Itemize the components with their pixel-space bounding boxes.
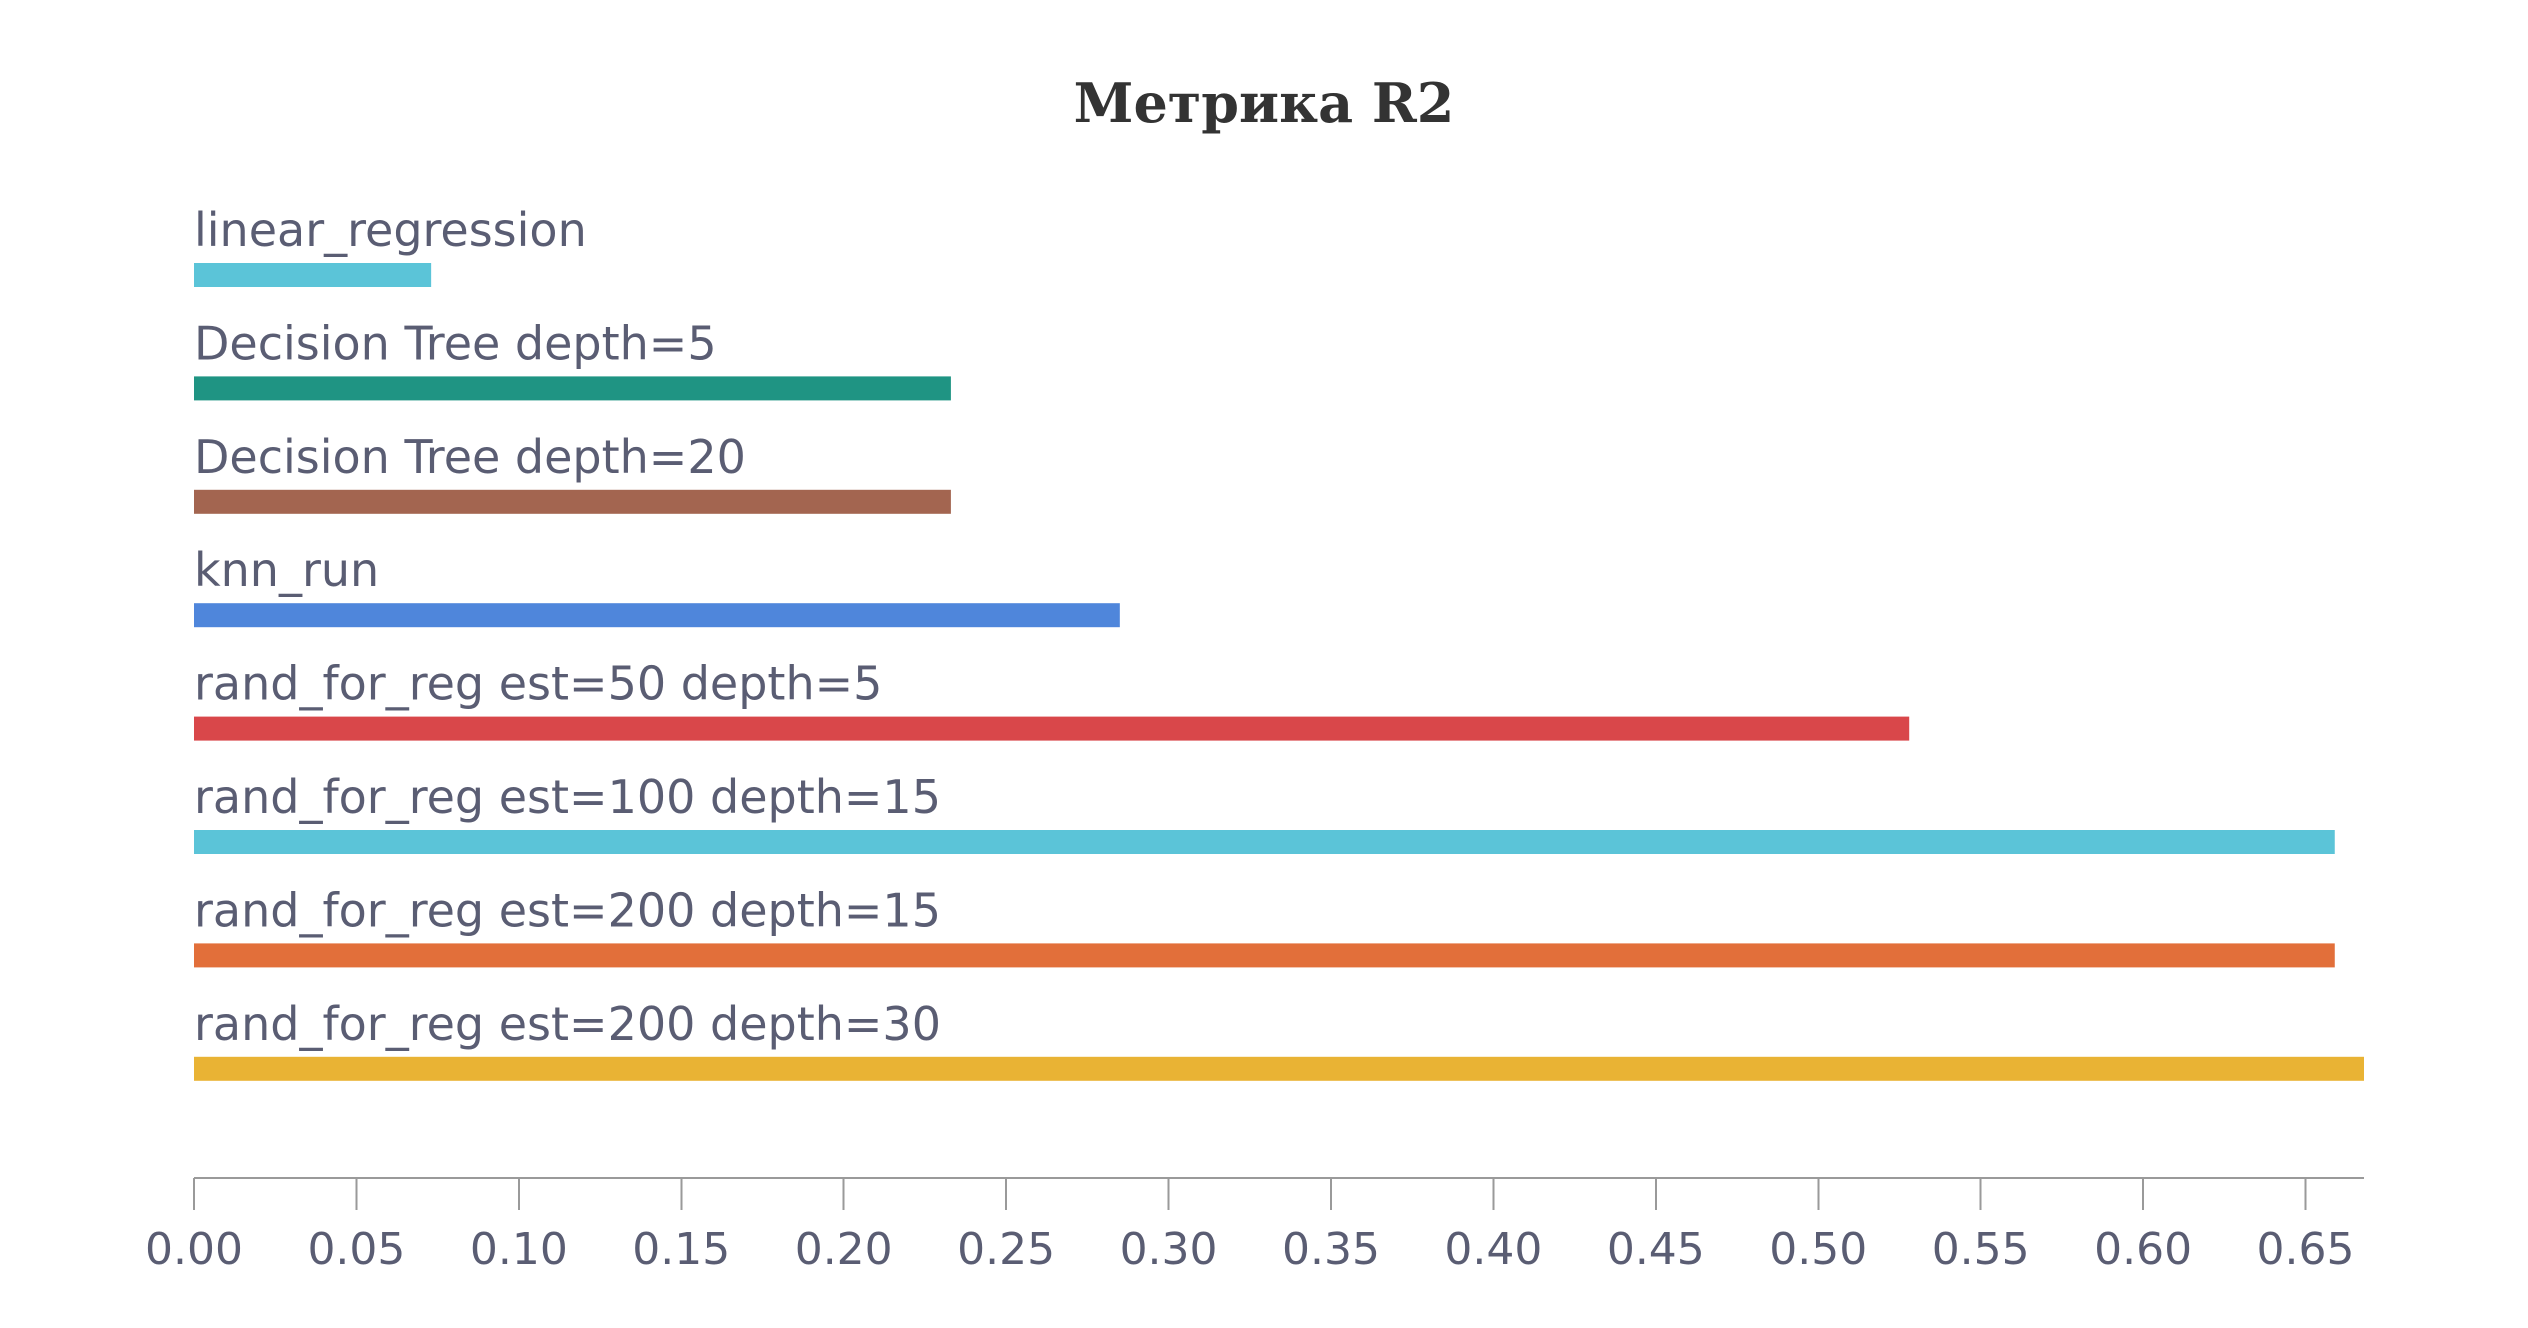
bar-group: Decision Tree depth=20 — [194, 430, 951, 514]
bar-label: rand_for_reg est=200 depth=15 — [194, 883, 941, 937]
bar-group: linear_regression — [194, 203, 587, 287]
bar — [194, 716, 1910, 741]
x-tick-label: 0.65 — [2257, 1224, 2355, 1275]
bar — [194, 830, 2335, 854]
bar-group: rand_for_reg est=50 depth=5 — [194, 657, 1910, 741]
bar-label: rand_for_reg est=200 depth=30 — [194, 997, 941, 1051]
x-axis: 0.00 0.05 0.10 0.15 0.20 0.25 0.30 0.35 0.40 0.45… — [145, 1177, 2364, 1275]
x-tick-label: 0.00 — [145, 1224, 243, 1275]
bar — [194, 943, 2335, 968]
x-tick-label: 0.60 — [2094, 1224, 2192, 1275]
bar-group: knn_run — [194, 543, 1120, 628]
bar — [194, 1056, 2364, 1081]
chart-title: Метрика R2 — [1074, 71, 1455, 135]
bar-group: rand_for_reg est=200 depth=15 — [194, 883, 2335, 968]
x-tick-label: 0.10 — [470, 1224, 568, 1275]
x-tick-label: 0.45 — [1607, 1224, 1705, 1275]
bar-label: knn_run — [194, 543, 379, 597]
bars-layer: linear_regression Decision Tree depth=5 De… — [194, 203, 2364, 1081]
bar-label: rand_for_reg est=100 depth=15 — [194, 770, 941, 824]
bar-label: Decision Tree depth=20 — [194, 430, 746, 484]
bar-group: rand_for_reg est=100 depth=15 — [194, 770, 2335, 854]
bar — [194, 376, 951, 401]
bar — [194, 603, 1120, 628]
x-tick-label: 0.50 — [1769, 1224, 1867, 1275]
bar-label: linear_regression — [194, 203, 587, 257]
bar — [194, 489, 951, 514]
x-tick-label: 0.30 — [1120, 1224, 1218, 1275]
bar — [194, 263, 432, 287]
x-tick-label: 0.35 — [1282, 1224, 1380, 1275]
bar-group: Decision Tree depth=5 — [194, 316, 951, 401]
x-tick-label: 0.15 — [632, 1224, 730, 1275]
x-tick-label: 0.05 — [307, 1224, 405, 1275]
bar-label: rand_for_reg est=50 depth=5 — [194, 657, 882, 711]
x-tick-label: 0.55 — [1932, 1224, 2030, 1275]
x-tick-label: 0.20 — [795, 1224, 893, 1275]
bar-group: rand_for_reg est=200 depth=30 — [194, 997, 2364, 1081]
x-tick-label: 0.40 — [1444, 1224, 1542, 1275]
x-tick-label: 0.25 — [957, 1224, 1055, 1275]
bar-label: Decision Tree depth=5 — [194, 316, 717, 370]
